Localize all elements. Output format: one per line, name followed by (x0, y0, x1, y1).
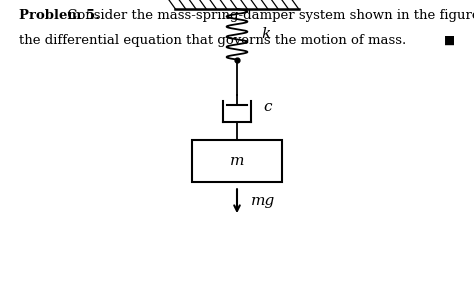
Bar (192, 140, 282, 182)
Text: ■: ■ (444, 34, 455, 47)
Text: c: c (263, 100, 272, 114)
Text: Consider the mass-spring-damper system shown in the figure below. Derive: Consider the mass-spring-damper system s… (63, 9, 474, 22)
Text: the differential equation that governs the motion of mass.: the differential equation that governs t… (19, 34, 406, 47)
Text: k: k (262, 27, 271, 41)
Text: Problem 5.: Problem 5. (19, 9, 100, 22)
Text: m: m (230, 154, 244, 168)
Text: mg: mg (251, 194, 275, 208)
